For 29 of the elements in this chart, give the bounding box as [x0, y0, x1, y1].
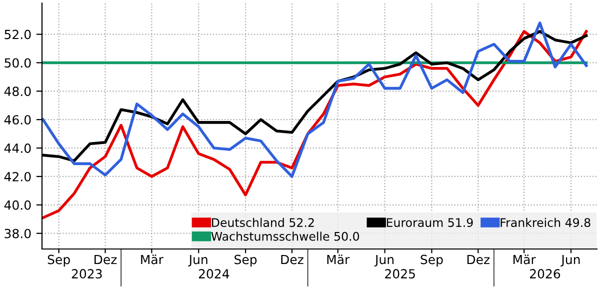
line-series: [42, 22, 588, 178]
legend-label: Wachstumsschwelle 50.0: [211, 232, 360, 241]
y-tick-label: 48.0: [4, 86, 31, 96]
x-tick-label: Sep: [234, 254, 257, 267]
x2-tick-label: 2023: [72, 269, 102, 279]
y-tick-label: 42.0: [4, 172, 31, 182]
y-tick-label: 40.0: [4, 200, 31, 210]
y-tick-label: 46.0: [4, 115, 31, 125]
x2-tick-label: 2025: [385, 269, 415, 279]
x-tick-label: Dez: [94, 254, 117, 264]
x-tick-label: Jun: [560, 254, 580, 267]
legend-label: Euroraum 51.9: [386, 218, 473, 228]
x2-tick-label: 2024: [198, 269, 230, 279]
x-tick-label: Jun: [374, 254, 394, 267]
x-tick-label: Dez: [467, 254, 490, 264]
x-tick-label: Dez: [281, 254, 304, 264]
legend-label: Frankreich 49.8: [500, 218, 590, 228]
y-tick-label: 50.0: [4, 58, 31, 68]
x-tick-label: Mär: [327, 254, 350, 264]
x-tick-label: Mär: [513, 254, 536, 264]
x-tick-label: Mär: [141, 254, 164, 264]
x-tick-label: Sep: [420, 254, 443, 267]
y-tick-label: 44.0: [4, 144, 31, 153]
legend-label: Deutschland 52.2: [212, 218, 314, 228]
x-tick-label: Jun: [188, 254, 208, 267]
y-tick-label: 52.0: [4, 30, 31, 40]
x2-tick-label: 2026: [530, 269, 560, 279]
x-tick-label: Sep: [48, 254, 70, 267]
y-tick-label: 38.0: [4, 228, 31, 238]
